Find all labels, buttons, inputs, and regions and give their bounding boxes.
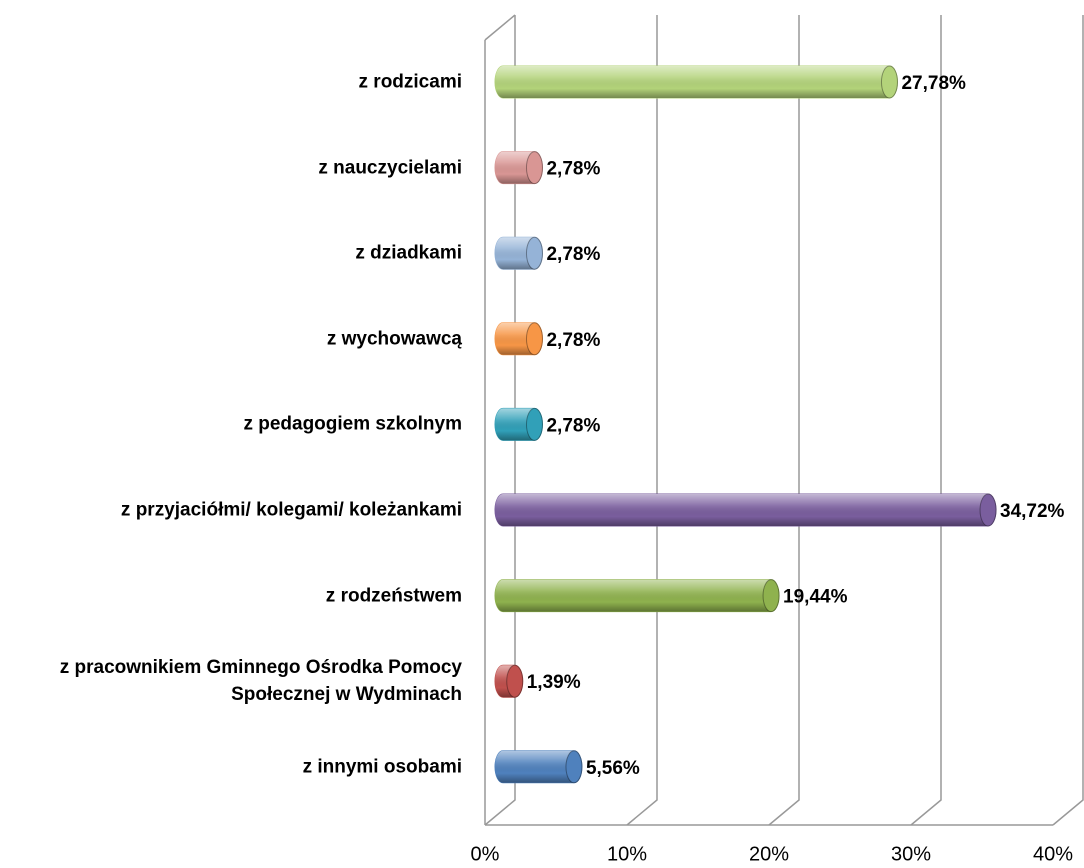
category-label: z pedagogiem szkolnym: [243, 413, 462, 435]
category-label: z dziadkami: [355, 242, 462, 264]
grid-line: [626, 15, 658, 826]
bar-cap: [880, 65, 898, 99]
x-tick-label: 40%: [1033, 843, 1073, 865]
x-tick-label: 20%: [749, 843, 789, 865]
value-label: 5,56%: [586, 758, 640, 779]
category-label: z wychowawcą: [326, 328, 462, 350]
bar-cap: [979, 493, 997, 527]
value-label: 19,44%: [783, 587, 848, 608]
value-label: 1,39%: [527, 672, 581, 693]
value-label: 2,78%: [546, 415, 600, 436]
bar-shade: [495, 66, 898, 98]
category-label: z rodzicami: [358, 71, 462, 93]
bar-shade: [495, 579, 780, 612]
value-label: 2,78%: [546, 330, 600, 351]
bar-cap: [506, 664, 524, 698]
grid-line: [484, 15, 516, 826]
category-label: z rodzeństwem: [325, 585, 462, 607]
grid-line: [910, 15, 942, 826]
grid-line: [768, 15, 800, 826]
category-label: z przyjaciółmi/ kolegami/ koleżankami: [120, 499, 462, 521]
x-tick-label: 0%: [471, 843, 500, 865]
bar-cap: [525, 322, 543, 356]
value-label: 34,72%: [1000, 501, 1065, 522]
bar-cap: [762, 579, 780, 613]
bar-cap: [525, 151, 543, 185]
x-tick-label: 10%: [607, 843, 647, 865]
x-tick-label: 30%: [891, 843, 931, 865]
bar-shade: [495, 750, 582, 783]
category-label: z nauczycielami: [318, 157, 462, 179]
category-label: z innymi osobami: [302, 756, 462, 778]
value-label: 2,78%: [546, 159, 600, 180]
bar-cap: [525, 407, 543, 441]
value-label: 2,78%: [546, 244, 600, 265]
bar-shade: [495, 494, 997, 526]
bar-cap: [525, 236, 543, 270]
bar-cap: [565, 750, 583, 784]
wall-edge: [484, 14, 516, 41]
grid-line: [1052, 15, 1084, 826]
category-label: z pracownikiem Gminnego Ośrodka Pomocy S…: [59, 657, 462, 706]
value-label: 27,78%: [901, 73, 966, 94]
